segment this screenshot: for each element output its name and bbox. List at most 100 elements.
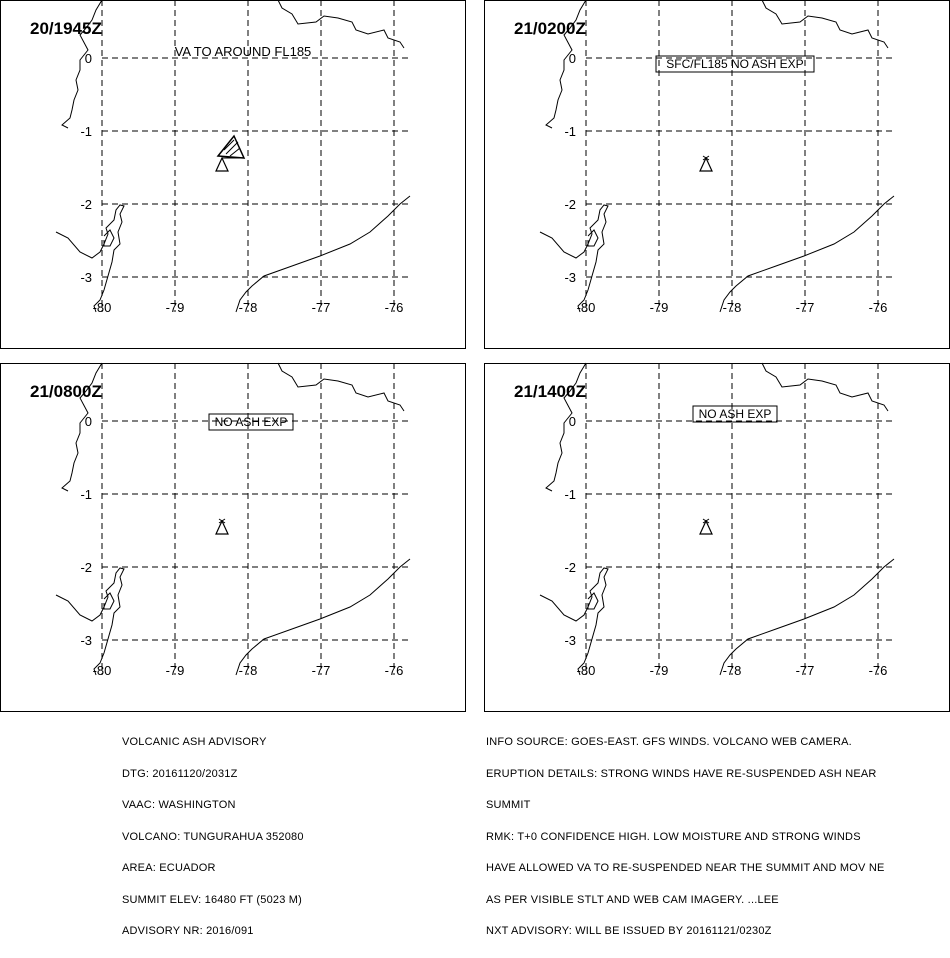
advisory-line: SUMMIT ELEV: 16480 FT (5023 M) <box>122 893 303 906</box>
remarks-line: HAVE ALLOWED VA TO RE-SUSPENDED NEAR THE… <box>486 862 885 874</box>
remarks-line: AS PER VISIBLE STLT AND WEB CAM IMAGERY.… <box>486 893 779 906</box>
remarks-line: NXT ADVISORY: WILL BE ISSUED BY 20161121… <box>486 925 772 937</box>
remarks-line: ERUPTION DETAILS: STRONG WINDS HAVE RE-S… <box>486 767 877 780</box>
vaac-advisory-graphic: -80 -79 -78 -77 -76 0 -1 -2 -3 20/1945Z VA TO AROU… <box>0 0 950 936</box>
longitude-label: -78 <box>239 300 258 315</box>
latitude-label: 0 <box>85 51 92 66</box>
country-border <box>761 362 889 412</box>
latitude-label: -2 <box>80 197 92 212</box>
coastline <box>55 567 125 676</box>
latitude-label: 0 <box>569 414 576 429</box>
longitude-label: -77 <box>796 300 815 315</box>
longitude-label: -79 <box>166 663 185 678</box>
panel-annotation: VA TO AROUND FL185 <box>175 44 312 59</box>
latitude-label: 0 <box>569 51 576 66</box>
coastline <box>545 0 587 129</box>
latitude-label: 0 <box>85 414 92 429</box>
latitude-label: -2 <box>80 560 92 575</box>
eruption-tick <box>218 518 226 524</box>
longitude-label: -80 <box>577 300 596 315</box>
panel-annotation: SFC/FL185 NO ASH EXP <box>666 57 803 71</box>
coastline <box>61 0 103 129</box>
annotation-box <box>655 55 815 73</box>
longitude-label: -77 <box>796 663 815 678</box>
longitude-label: -78 <box>239 663 258 678</box>
panel-time-label: 20/1945Z <box>30 19 102 38</box>
volcano-triangle-icon <box>215 519 229 535</box>
country-border <box>277 0 405 49</box>
longitude-label: -80 <box>577 663 596 678</box>
longitude-label: -78 <box>723 300 742 315</box>
latitude-label: -1 <box>80 487 92 502</box>
coastline <box>539 567 609 676</box>
latitude-label: -1 <box>564 124 576 139</box>
ash-cloud-hatch <box>229 147 241 157</box>
volcano-triangle-icon <box>699 156 713 172</box>
longitude-label: -80 <box>93 300 112 315</box>
advisory-line: VOLCANO: TUNGURAHUA 352080 <box>122 830 304 843</box>
ash-cloud-hatch <box>223 139 235 151</box>
forecast-map-panels: -80 -79 -78 -77 -76 0 -1 -2 -3 20/1945Z VA TO AROU… <box>0 0 950 712</box>
panel-time-label: 21/1400Z <box>514 382 586 401</box>
country-border <box>277 362 405 412</box>
ash-cloud-hatch <box>225 141 239 155</box>
longitude-label: -76 <box>385 300 404 315</box>
annotation-box <box>208 413 294 431</box>
eruption-tick <box>702 155 710 161</box>
island-outline <box>103 592 115 610</box>
coastline <box>545 362 587 492</box>
advisory-line: DTG: 20161120/2031Z <box>122 767 238 780</box>
advisory-line: AREA: ECUADOR <box>122 862 216 874</box>
coastline <box>61 362 103 492</box>
island-outline <box>587 592 599 610</box>
annotation-box <box>692 405 778 423</box>
latitude-label: -3 <box>564 633 576 648</box>
longitude-label: -79 <box>650 300 669 315</box>
longitude-label: -77 <box>312 663 331 678</box>
latitude-label: -2 <box>564 560 576 575</box>
latitude-label: -3 <box>564 270 576 285</box>
advisory-remarks-block: INFO SOURCE: GOES-EAST. GFS WINDS. VOLCA… <box>486 716 885 958</box>
latitude-label: -3 <box>80 270 92 285</box>
panel-annotation: NO ASH EXP <box>699 407 772 421</box>
panel-annotation: NO ASH EXP <box>215 415 288 429</box>
island-outline <box>103 229 115 247</box>
country-border <box>719 195 895 313</box>
island-outline <box>587 229 599 247</box>
remarks-line: SUMMIT <box>486 799 531 811</box>
longitude-label: -76 <box>869 663 888 678</box>
volcano-triangle-icon <box>215 156 229 172</box>
advisory-header-block: VOLCANIC ASH ADVISORY DTG: 20161120/2031… <box>122 716 304 958</box>
longitude-label: -80 <box>93 663 112 678</box>
panel-time-label: 21/0200Z <box>514 19 586 38</box>
country-border <box>235 195 411 313</box>
longitude-label: -79 <box>650 663 669 678</box>
longitude-label: -79 <box>166 300 185 315</box>
coastline <box>539 204 609 313</box>
latitude-label: -3 <box>80 633 92 648</box>
map-panel: -80 -79 -78 -77 -76 0 -1 -2 -3 21/1400Z NO ASH EXP <box>484 362 950 712</box>
map-panel: -80 -79 -78 -77 -76 0 -1 -2 -3 21/0800Z NO ASH EXP <box>0 362 466 712</box>
advisory-line: VAAC: WASHINGTON <box>122 799 236 811</box>
longitude-label: -78 <box>723 663 742 678</box>
panel-time-label: 21/0800Z <box>30 382 102 401</box>
coastline <box>55 204 125 313</box>
country-border <box>719 558 895 676</box>
longitude-label: -76 <box>385 663 404 678</box>
ash-cloud-outline <box>216 134 246 159</box>
latitude-label: -1 <box>564 487 576 502</box>
panel-border <box>484 0 950 349</box>
remarks-line: INFO SOURCE: GOES-EAST. GFS WINDS. VOLCA… <box>486 736 852 748</box>
longitude-label: -76 <box>869 300 888 315</box>
country-border <box>761 0 889 49</box>
advisory-line: ADVISORY NR: 2016/091 <box>122 925 254 937</box>
remarks-line: RMK: T+0 CONFIDENCE HIGH. LOW MOISTURE A… <box>486 830 861 843</box>
eruption-tick <box>702 518 710 524</box>
latitude-label: -2 <box>564 197 576 212</box>
map-panel: -80 -79 -78 -77 -76 0 -1 -2 -3 21/0200Z SFC/FL185 … <box>484 0 950 349</box>
map-panel: -80 -79 -78 -77 -76 0 -1 -2 -3 20/1945Z VA TO AROU… <box>0 0 466 349</box>
country-border <box>235 558 411 676</box>
advisory-line: VOLCANIC ASH ADVISORY <box>122 736 267 748</box>
longitude-label: -77 <box>312 300 331 315</box>
latitude-label: -1 <box>80 124 92 139</box>
